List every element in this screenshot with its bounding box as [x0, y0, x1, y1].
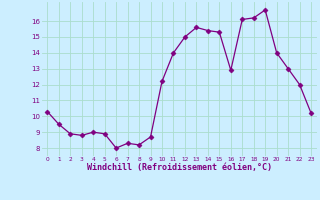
- X-axis label: Windchill (Refroidissement éolien,°C): Windchill (Refroidissement éolien,°C): [87, 163, 272, 172]
